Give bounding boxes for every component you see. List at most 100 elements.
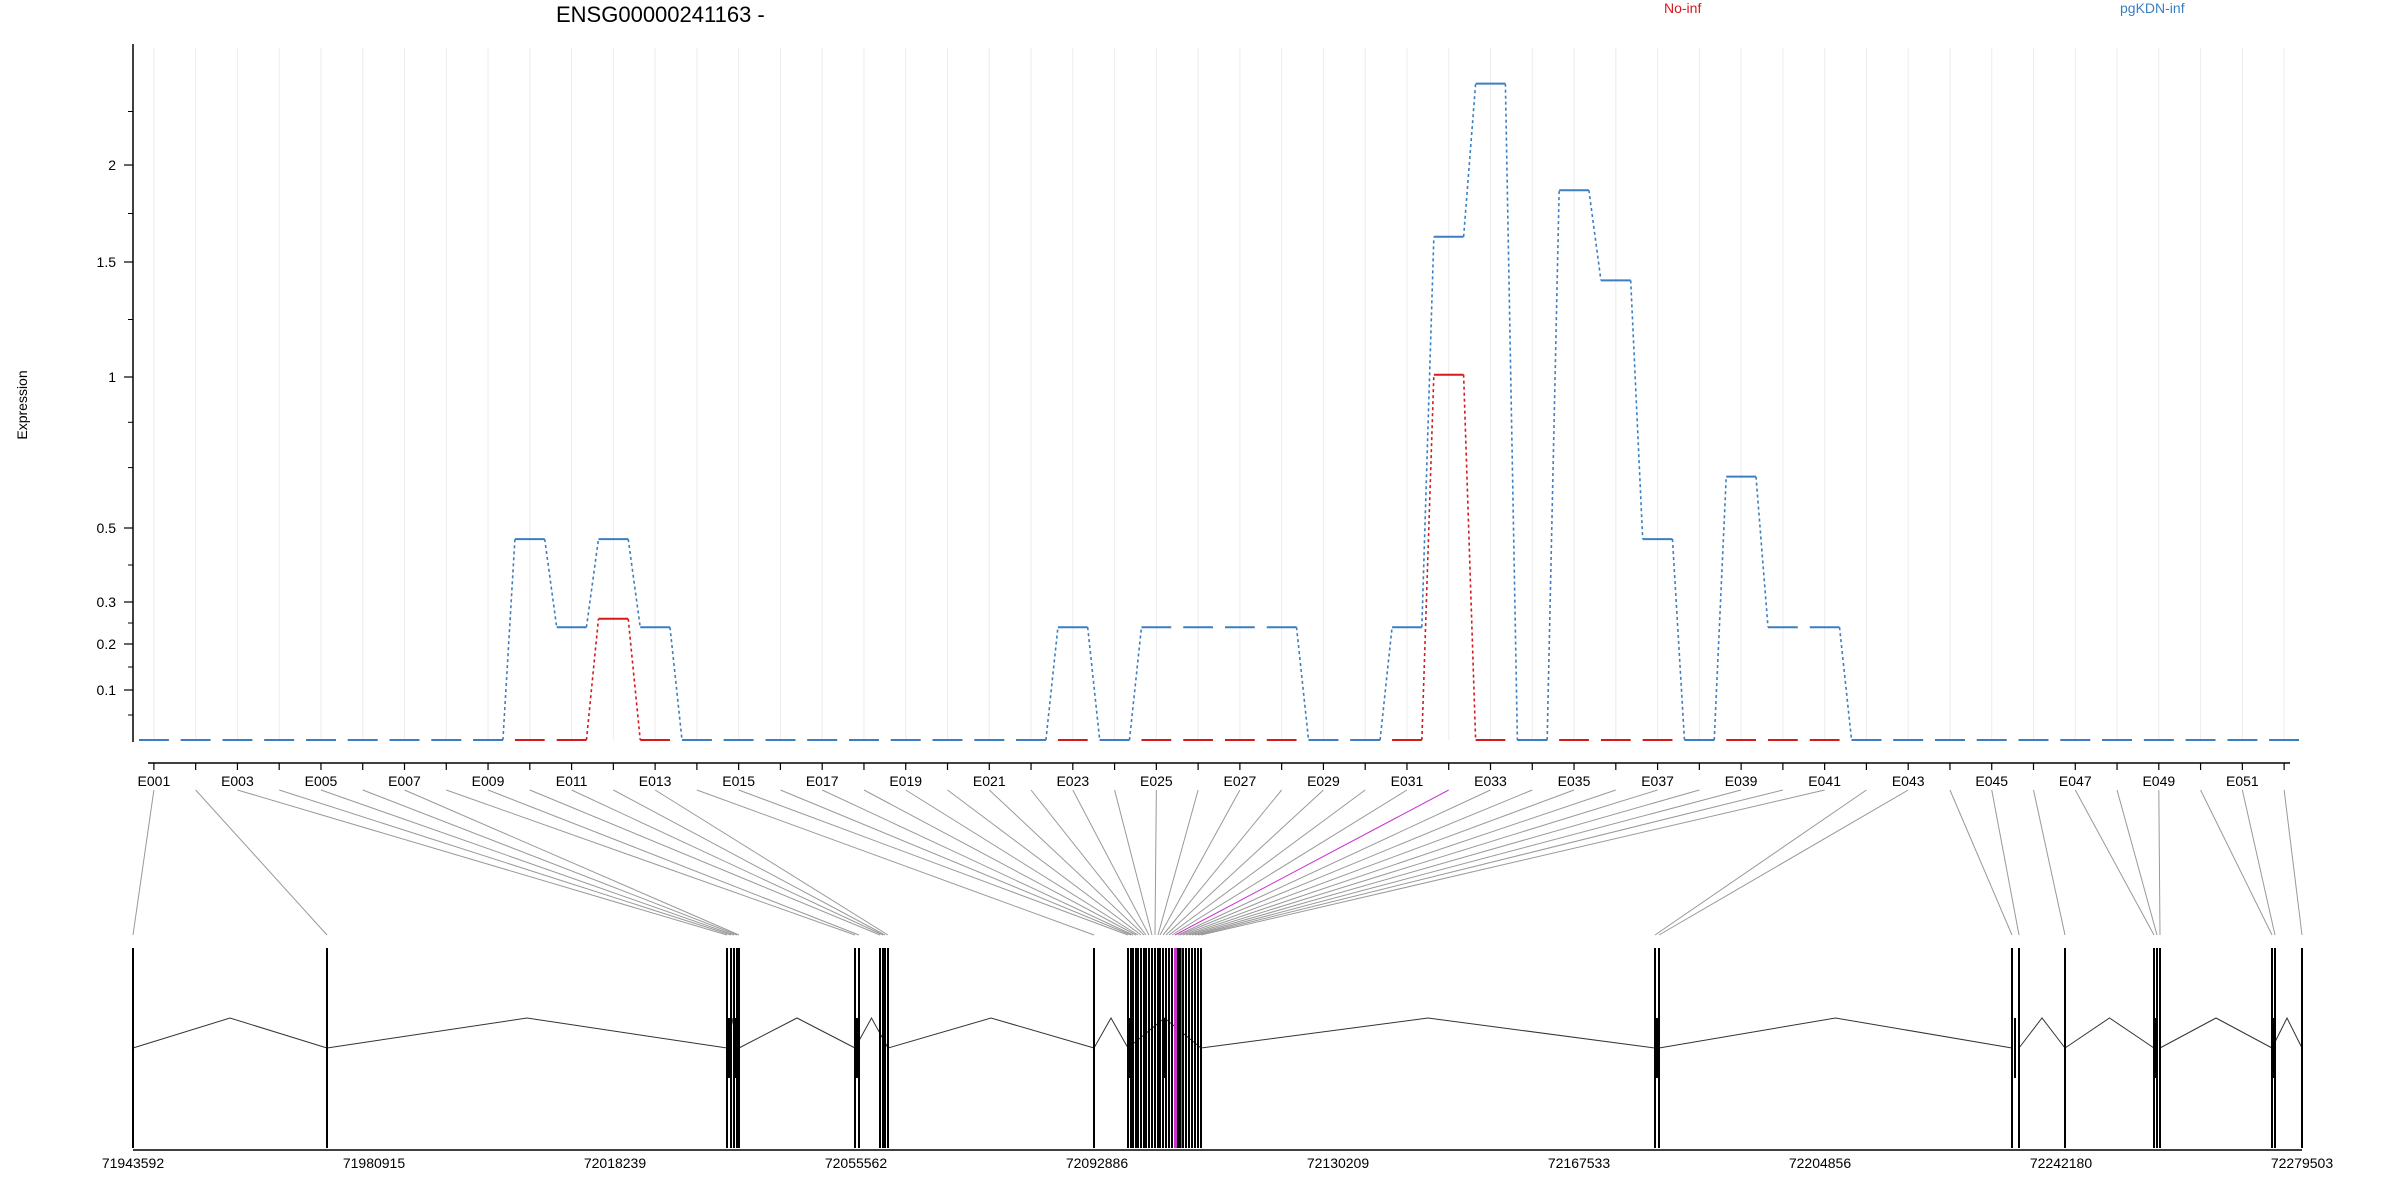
exon-connector	[1182, 789, 1575, 936]
exon-tick-label: E029	[1307, 773, 1340, 789]
exon-bar	[1182, 948, 1184, 1148]
chart-title: ENSG00000241163 -	[556, 2, 765, 27]
exon-tick-label: E003	[221, 773, 254, 789]
exon-connector	[780, 789, 1132, 936]
exon-bar	[2159, 948, 2161, 1148]
genomic-tick-label: 72279503	[2271, 1155, 2334, 1171]
exon-bar	[1197, 948, 1199, 1148]
series-connector-pgkdn-inf	[1045, 627, 1059, 741]
exon-tick-label: E027	[1224, 773, 1257, 789]
intron-line	[887, 1017, 1095, 1049]
exon-bar	[132, 948, 134, 1148]
series-connector-pgkdn-inf	[627, 538, 642, 628]
intron-line	[2271, 1016, 2303, 1049]
exon-bar	[2274, 948, 2276, 1148]
intron-line	[1658, 1017, 2013, 1049]
exon-bar	[1145, 948, 1147, 1148]
intron-line	[738, 1017, 856, 1049]
series-connector-pgkdn-inf	[1295, 627, 1310, 741]
exon-tick-label: E001	[138, 773, 171, 789]
exon-connector	[696, 789, 1095, 936]
exon-connector	[1949, 789, 2013, 936]
exon-connector	[1654, 789, 1867, 936]
exon-connector	[1030, 789, 1147, 936]
series-connector-pgkdn-inf	[543, 538, 558, 628]
series-connector-pgkdn-inf	[1755, 476, 1769, 628]
intron-line	[1093, 1016, 1129, 1049]
exon-connector	[1197, 789, 1784, 936]
exon-connector	[2158, 789, 2161, 936]
series-connector-pgkdn-inf	[1588, 190, 1602, 281]
exon-connector	[1191, 789, 1700, 936]
exon-connector	[863, 789, 1137, 936]
intron-line	[326, 1017, 728, 1049]
series-connector-pgkdn-inf	[1128, 627, 1143, 741]
exon-bar	[1135, 948, 1137, 1148]
exon-bar	[858, 948, 860, 1148]
exon-connector	[1159, 789, 1241, 936]
series-no-inf	[139, 373, 2299, 741]
exon-connector	[1174, 789, 1449, 936]
y-tick-label: 1	[108, 369, 116, 385]
exon-tick-label: E025	[1140, 773, 1173, 789]
exon-tick-label: E037	[1641, 773, 1674, 789]
exon-connector	[2200, 789, 2273, 936]
exon-tick-label: E043	[1892, 773, 1925, 789]
intron-line	[2018, 1017, 2066, 1049]
exon-connector	[654, 789, 889, 936]
exon-connector	[1188, 789, 1658, 936]
exon-connector	[487, 789, 860, 936]
series-connector-pgkdn-inf	[1462, 83, 1477, 237]
exon-bar	[733, 948, 735, 1148]
exon-connector	[947, 789, 1142, 936]
exon-connector	[529, 789, 881, 936]
exon-bar	[1127, 948, 1129, 1148]
exon-connector	[1162, 789, 1283, 936]
exon-bar	[2064, 948, 2066, 1148]
exon-tick-label: E041	[1808, 773, 1841, 789]
y-tick-label: 0.5	[97, 520, 117, 536]
intron-line	[132, 1017, 328, 1049]
exon-connector	[2283, 789, 2303, 936]
exon-bar	[1188, 948, 1190, 1148]
exon-bar	[1179, 948, 1181, 1148]
exon-connector	[2241, 789, 2276, 936]
exon-connector	[1168, 789, 1366, 936]
exon-connector	[1171, 789, 1408, 936]
y-tick-label: 0.2	[97, 636, 117, 652]
exon-connector	[988, 789, 1145, 936]
exon-bar	[1157, 948, 1159, 1148]
exon-bar	[1658, 948, 1660, 1148]
series-connector-no-inf	[627, 618, 642, 741]
exon-tick-label: E031	[1391, 773, 1424, 789]
series-connector-pgkdn-inf	[1546, 190, 1560, 741]
exon-bar	[1143, 948, 1145, 1148]
exon-connector	[1157, 789, 1199, 936]
exon-bar	[1140, 948, 1142, 1148]
series-connector-pgkdn-inf	[1713, 476, 1728, 741]
exon-connector	[132, 789, 155, 936]
exon-connector	[1991, 789, 2020, 936]
series-connector-no-inf	[1421, 374, 1435, 741]
exon-tick-label: E033	[1474, 773, 1507, 789]
exon-bar	[1159, 948, 1161, 1148]
exon-connector	[821, 789, 1134, 936]
series-connector-pgkdn-inf	[1421, 236, 1435, 628]
exon-bar	[854, 948, 856, 1148]
exon-bar	[326, 948, 328, 1148]
exon-tick-label: E021	[973, 773, 1006, 789]
genomic-tick-label: 71980915	[343, 1155, 406, 1171]
exon-bar	[1162, 948, 1164, 1148]
exon-bar	[738, 948, 740, 1148]
exon-tick-label: E013	[639, 773, 672, 789]
genomic-tick-label: 72167533	[1548, 1155, 1611, 1171]
genomic-tick-label: 72130209	[1307, 1155, 1370, 1171]
genomic-tick-label: 72242180	[2030, 1155, 2093, 1171]
exon-tick-label: E019	[889, 773, 922, 789]
exon-bar	[887, 948, 889, 1148]
exon-bar	[1185, 948, 1187, 1148]
genomic-tick-label: 72204856	[1789, 1155, 1852, 1171]
legend-pgkdn-inf: pgKDN-inf	[2120, 0, 2185, 16]
exon-connector	[195, 789, 328, 936]
